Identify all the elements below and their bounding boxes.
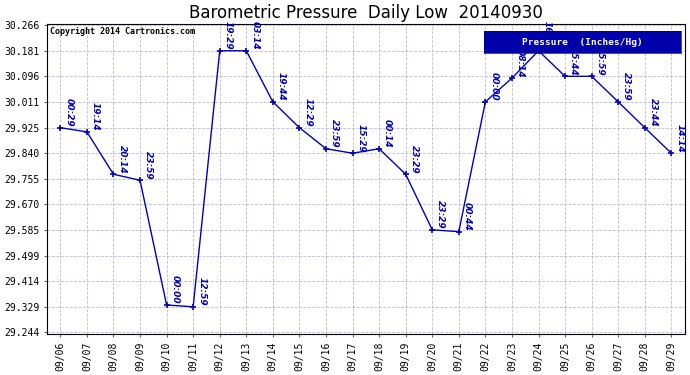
Text: 16:29: 16:29 [542,21,551,50]
Text: 00:29: 00:29 [64,98,73,127]
Text: 00:00: 00:00 [170,276,179,304]
Text: 20:14: 20:14 [117,145,126,173]
Text: 03:14: 03:14 [250,21,259,50]
Text: 00:44: 00:44 [463,202,472,231]
Text: 15:44: 15:44 [569,47,578,75]
Text: 14:14: 14:14 [676,124,684,152]
Text: 15:59: 15:59 [595,47,604,75]
Text: 00:14: 00:14 [383,119,392,148]
Title: Barometric Pressure  Daily Low  20140930: Barometric Pressure Daily Low 20140930 [189,4,543,22]
Text: 12:29: 12:29 [304,98,313,127]
Text: 23:29: 23:29 [436,200,445,229]
Text: 23:59: 23:59 [144,151,153,179]
Text: 15:29: 15:29 [357,124,366,152]
Text: 08:14: 08:14 [516,49,525,77]
Text: 19:14: 19:14 [91,102,100,131]
Text: 23:29: 23:29 [410,145,419,173]
Text: Copyright 2014 Cartronics.com: Copyright 2014 Cartronics.com [50,27,195,36]
Text: 19:29: 19:29 [224,21,233,50]
Text: 23:59: 23:59 [330,119,339,148]
Text: 12:59: 12:59 [197,277,206,306]
Text: 19:44: 19:44 [277,72,286,101]
Text: 23:59: 23:59 [622,72,631,101]
Text: 23:44: 23:44 [649,98,658,127]
Text: 00:00: 00:00 [489,72,498,101]
